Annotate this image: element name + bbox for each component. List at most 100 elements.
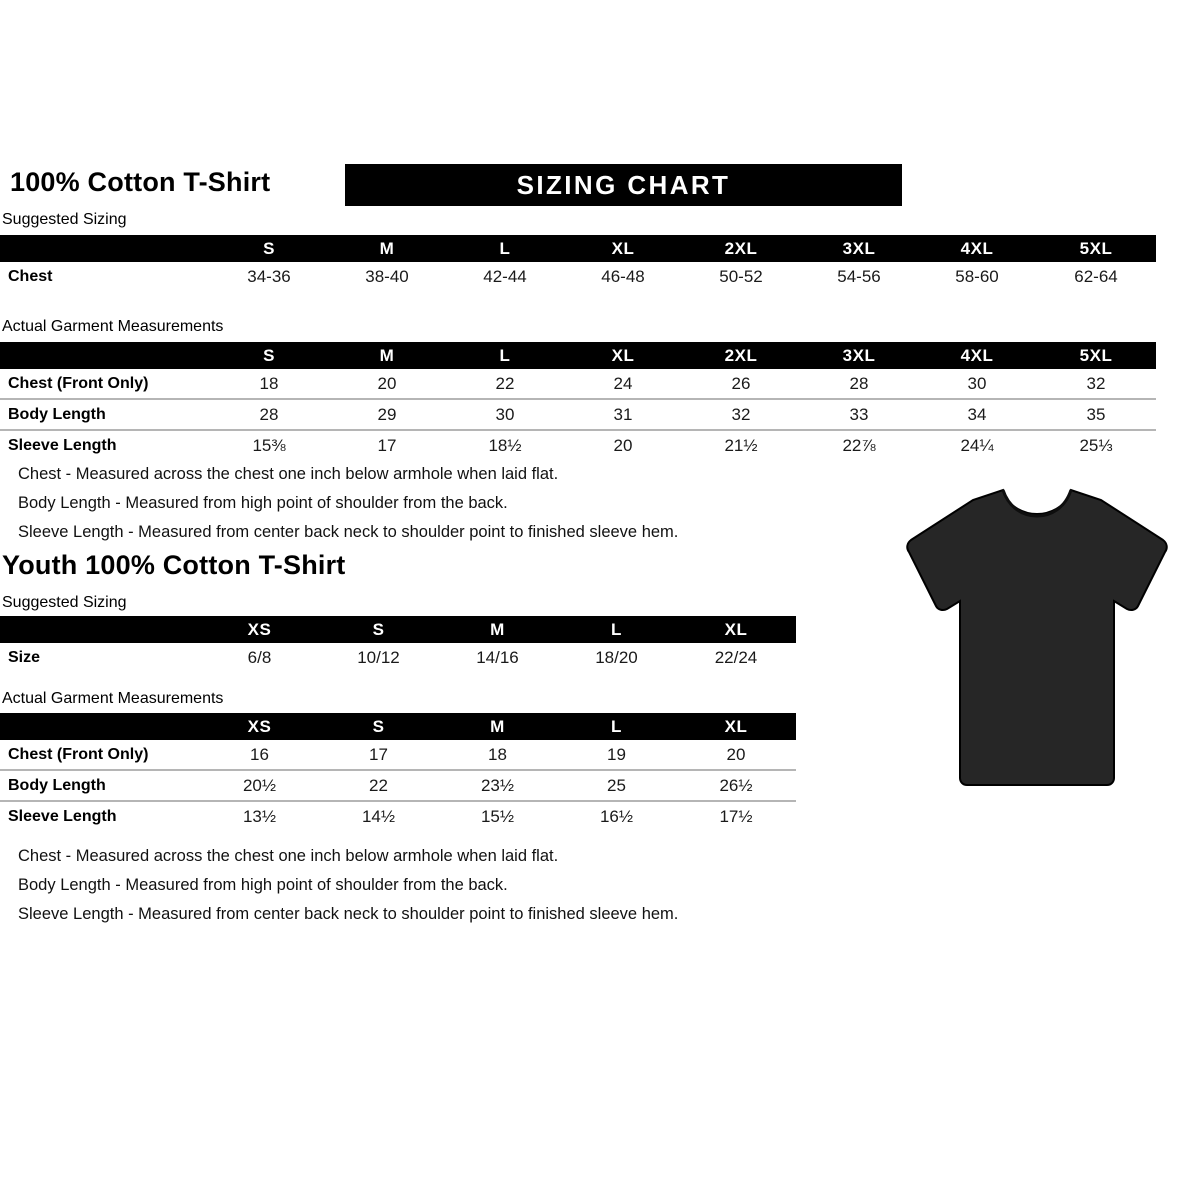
cell-bodylength-s: 28 (210, 398, 328, 430)
column-header-s: S (372, 620, 385, 639)
column-header-2xl: 2XL (724, 346, 758, 365)
column-header-4xl: 4XL (960, 239, 994, 258)
cell-chestfront-5xl: 32 (1086, 374, 1106, 393)
cell-chest-s: 34-36 (247, 267, 291, 286)
cell-chestfront-s: 17 (369, 745, 388, 764)
adult-actual-measurements-caption: Actual Garment Measurements (2, 318, 224, 335)
table-row: Chest 34-36 38-40 42-44 46-48 50-52 54-5… (0, 262, 1156, 291)
cell-chestfront-4xl: 30 (967, 374, 987, 393)
table-row: Sleeve Length 15⅜ 17 18½ 20 21½ 22⅞ 24¼ … (0, 429, 1156, 460)
sizing-chart-banner: SIZING CHART (345, 164, 902, 206)
cell-chestfront-xl: 24 (613, 374, 633, 393)
cell-chestfront-s: 18 (259, 374, 279, 393)
column-header-5xl: 5XL (1079, 239, 1113, 258)
note-sleeve-length: Sleeve Length - Measured from center bac… (18, 905, 679, 923)
table-row: Sleeve Length 13½ 14½ 15½ 16½ 17½ (0, 800, 796, 831)
cell-bodylength-l: 30 (446, 398, 564, 430)
cell-size-l: 18/20 (595, 648, 638, 667)
column-header-xl: XL (611, 346, 635, 365)
row-label-size: Size (8, 649, 41, 666)
note-chest: Chest - Measured across the chest one in… (18, 465, 559, 483)
youth-suggested-sizing-caption: Suggested Sizing (2, 594, 127, 611)
table-row: Body Length 28 29 30 31 32 33 34 35 (0, 398, 1156, 430)
note-body-length: Body Length - Measured from high point o… (18, 494, 508, 512)
column-header-3xl: 3XL (842, 346, 876, 365)
cell-bodylength-m: 23½ (438, 769, 557, 801)
cell-size-s: 10/12 (357, 648, 400, 667)
cell-sleevelength-xs: 13½ (200, 800, 319, 831)
column-header-s: S (263, 346, 275, 365)
column-header-xl: XL (611, 239, 635, 258)
cell-size-xl: 22/24 (714, 648, 758, 667)
table-header-row: S M L XL 2XL 3XL 4XL 5XL (0, 235, 1156, 262)
cell-bodylength-l: 25 (557, 769, 676, 801)
cell-sleevelength-l: 16½ (557, 800, 676, 831)
column-header-s: S (372, 717, 385, 736)
column-header-l: L (499, 239, 511, 258)
cell-bodylength-2xl: 32 (682, 398, 800, 430)
cell-size-m: 14/16 (476, 648, 519, 667)
note-body-length: Body Length - Measured from high point o… (18, 876, 508, 894)
cell-chest-l: 42-44 (483, 267, 527, 286)
column-header-rowlabel (0, 616, 200, 643)
cell-sleevelength-3xl: 22⅞ (800, 429, 918, 460)
table-row: Chest (Front Only) 18 20 22 24 26 28 30 … (0, 369, 1156, 399)
cell-sleevelength-m: 17 (328, 429, 446, 460)
cell-chest-2xl: 50-52 (719, 267, 763, 286)
column-header-m: M (379, 239, 395, 258)
cell-chestfront-xl: 20 (726, 745, 746, 764)
column-header-xl: XL (724, 620, 748, 639)
cell-chestfront-l: 19 (607, 745, 626, 764)
cell-chest-5xl: 62-64 (1074, 267, 1118, 286)
youth-suggested-sizing-table: XS S M L XL Size 6/8 10/12 14/16 18/20 2… (0, 616, 796, 672)
cell-sleevelength-4xl: 24¼ (918, 429, 1036, 460)
youth-section-title: Youth 100% Cotton T-Shirt (2, 550, 346, 580)
youth-actual-measurements-table: XS S M L XL Chest (Front Only) 16 17 18 … (0, 713, 796, 831)
youth-measurement-notes: Chest - Measured across the chest one in… (18, 842, 678, 929)
cell-sleevelength-xl: 20 (564, 429, 682, 460)
row-label-body-length: Body Length (0, 769, 200, 801)
row-label-chest-front-only: Chest (Front Only) (8, 746, 149, 763)
column-header-xs: XS (247, 620, 272, 639)
cell-bodylength-xl: 31 (564, 398, 682, 430)
tshirt-body-shape (906, 488, 1168, 786)
cell-bodylength-xl: 26½ (676, 769, 796, 801)
cell-chestfront-2xl: 26 (731, 374, 751, 393)
table-header-row: S M L XL 2XL 3XL 4XL 5XL (0, 342, 1156, 369)
cell-bodylength-3xl: 33 (800, 398, 918, 430)
adult-measurement-notes: Chest - Measured across the chest one in… (18, 460, 678, 547)
column-header-m: M (379, 346, 395, 365)
column-header-m: M (490, 717, 505, 736)
cell-chestfront-3xl: 28 (849, 374, 869, 393)
row-label-sleeve-length: Sleeve Length (0, 800, 200, 831)
note-sleeve-length: Sleeve Length - Measured from center bac… (18, 523, 679, 541)
column-header-rowlabel (0, 342, 210, 369)
note-chest: Chest - Measured across the chest one in… (18, 847, 559, 865)
table-header-row: XS S M L XL (0, 616, 796, 643)
column-header-4xl: 4XL (960, 346, 994, 365)
cell-bodylength-s: 22 (319, 769, 438, 801)
cell-chest-xl: 46-48 (601, 267, 645, 286)
cell-chest-m: 38-40 (365, 267, 409, 286)
column-header-rowlabel (0, 235, 210, 262)
column-header-xl: XL (724, 717, 748, 736)
cell-bodylength-m: 29 (328, 398, 446, 430)
cell-chestfront-l: 22 (495, 374, 515, 393)
adult-suggested-sizing-caption: Suggested Sizing (2, 211, 127, 228)
column-header-m: M (490, 620, 505, 639)
cell-sleevelength-s: 14½ (319, 800, 438, 831)
column-header-3xl: 3XL (842, 239, 876, 258)
column-header-l: L (499, 346, 511, 365)
cell-sleevelength-5xl: 25⅓ (1036, 429, 1156, 460)
black-tshirt-icon (906, 488, 1168, 786)
adult-actual-measurements-table: S M L XL 2XL 3XL 4XL 5XL Chest (Front On… (0, 342, 1156, 460)
table-row: Chest (Front Only) 16 17 18 19 20 (0, 740, 796, 770)
cell-chestfront-xs: 16 (250, 745, 269, 764)
row-label-chest: Chest (8, 268, 53, 285)
column-header-l: L (611, 620, 622, 639)
column-header-rowlabel (0, 713, 200, 740)
cell-chest-4xl: 58-60 (955, 267, 999, 286)
cell-bodylength-xs: 20½ (200, 769, 319, 801)
row-label-sleeve-length: Sleeve Length (0, 429, 210, 460)
